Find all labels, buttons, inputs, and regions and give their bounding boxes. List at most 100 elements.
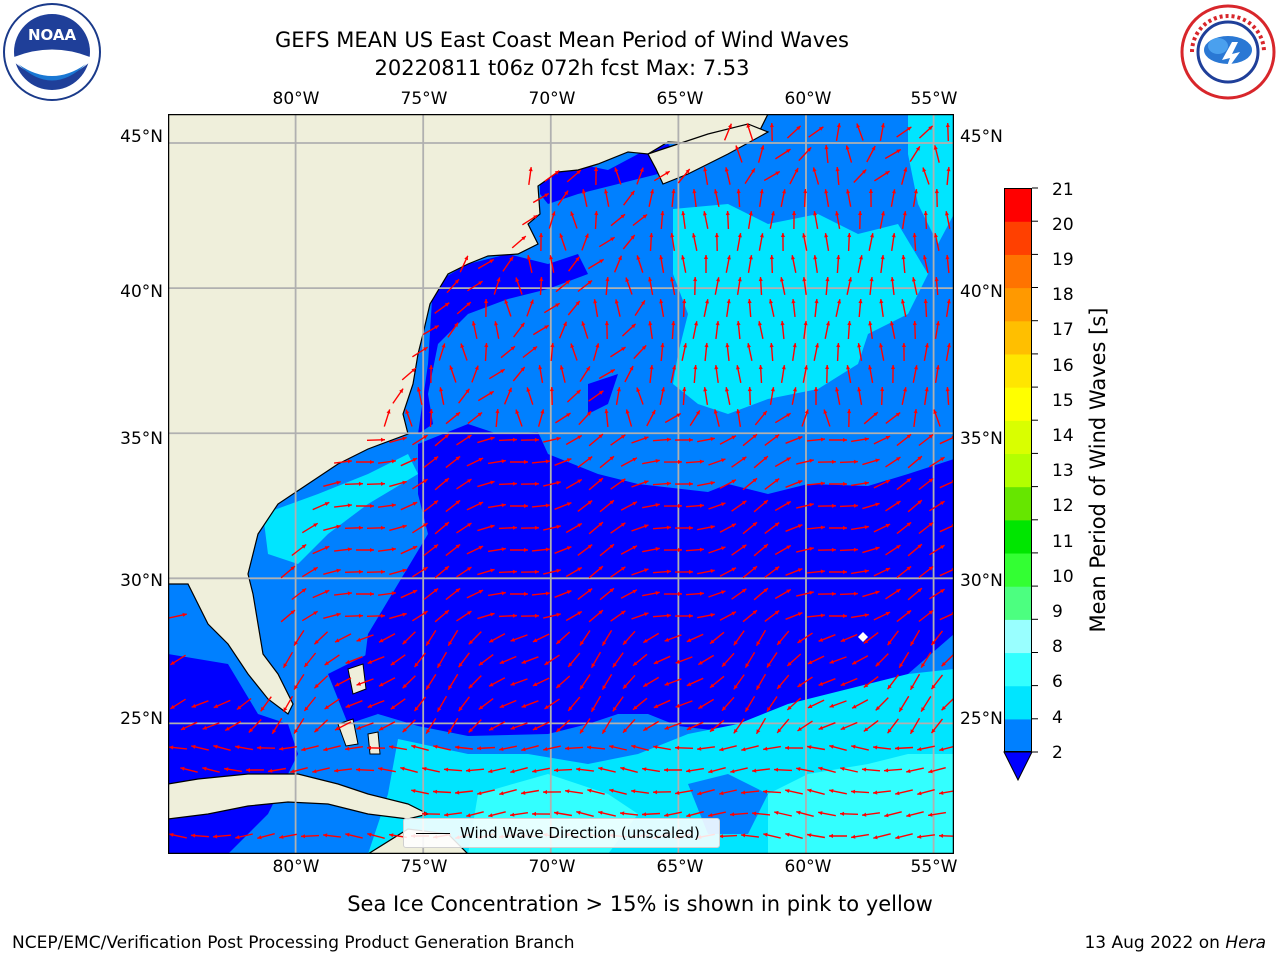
wind-arrow-head bbox=[731, 435, 736, 440]
wind-arrow-head bbox=[313, 523, 318, 528]
wind-arrow-head bbox=[906, 434, 912, 439]
wind-arrow-head bbox=[411, 368, 416, 373]
wind-arrow-head bbox=[468, 640, 473, 645]
wind-arrow-head bbox=[631, 323, 636, 329]
wind-arrow-head bbox=[869, 277, 874, 282]
wind-arrow-head bbox=[490, 524, 495, 529]
wind-arrow-head bbox=[880, 387, 885, 392]
wind-arrow-head bbox=[733, 728, 738, 734]
wind-arrow-head bbox=[423, 347, 428, 352]
wind-arrow-head bbox=[294, 685, 298, 690]
wind-arrow-head bbox=[345, 746, 350, 751]
wind-arrow-head bbox=[910, 641, 915, 646]
wind-arrow-head bbox=[301, 544, 307, 549]
wind-arrow-head bbox=[797, 727, 802, 731]
wind-arrow-head bbox=[858, 299, 863, 304]
wind-arrow-head bbox=[771, 211, 775, 216]
wind-arrow-head bbox=[581, 189, 586, 194]
wind-arrow-head bbox=[577, 523, 582, 528]
wind-arrow-head bbox=[380, 437, 385, 442]
wind-arrow-head bbox=[774, 566, 780, 571]
wind-arrow-head bbox=[939, 747, 944, 752]
wind-arrow-head bbox=[826, 321, 830, 326]
wind-arrow-head bbox=[260, 706, 265, 712]
lon-tick-bottom: 55°W bbox=[910, 857, 958, 877]
colorbar-tick: 6 bbox=[1052, 672, 1063, 692]
wind-arrow-head bbox=[566, 458, 572, 462]
wind-arrow-head bbox=[402, 728, 407, 733]
wind-arrow-head bbox=[455, 544, 461, 549]
wind-arrow-head bbox=[620, 214, 625, 219]
wind-arrow-head bbox=[268, 768, 273, 773]
wind-arrow-head bbox=[906, 478, 912, 483]
wind-arrow-head bbox=[747, 299, 752, 304]
wind-arrow-head bbox=[899, 663, 904, 668]
wind-arrow-head bbox=[478, 590, 484, 594]
wind-arrow-head bbox=[323, 747, 328, 752]
wind-arrow-head bbox=[614, 167, 619, 172]
wind-arrow-head bbox=[412, 458, 418, 462]
wind-arrow-head bbox=[566, 590, 572, 594]
wind-arrow-head bbox=[760, 145, 765, 150]
wind-arrow-head bbox=[379, 638, 384, 643]
wind-arrow-head bbox=[577, 611, 582, 616]
wind-arrow-head bbox=[648, 277, 653, 282]
wind-arrow-head bbox=[928, 434, 934, 439]
wind-arrow-head bbox=[809, 458, 814, 463]
wind-arrow-head bbox=[534, 613, 539, 618]
wind-arrow-head bbox=[895, 791, 900, 796]
wind-arrow-head bbox=[545, 547, 550, 552]
wind-arrow-head bbox=[520, 322, 525, 328]
wind-arrow-head bbox=[879, 299, 884, 304]
wind-arrow-head bbox=[550, 343, 555, 348]
wind-arrow-head bbox=[336, 612, 341, 617]
wind-arrow-head bbox=[499, 791, 504, 796]
wind-arrow-head bbox=[556, 683, 561, 688]
wind-arrow-head bbox=[792, 387, 797, 392]
wind-arrow-head bbox=[836, 255, 841, 260]
lon-tick-bottom: 65°W bbox=[656, 857, 704, 877]
wind-arrow-head bbox=[703, 255, 708, 259]
wind-arrow-head bbox=[510, 725, 515, 730]
short-period-zone bbox=[540, 144, 678, 204]
wind-arrow-head bbox=[804, 365, 808, 370]
lon-tick-top: 65°W bbox=[656, 89, 704, 109]
wind-arrow-head bbox=[426, 729, 431, 734]
wind-arrow-head bbox=[426, 641, 431, 646]
wind-arrow-head bbox=[609, 456, 614, 461]
wind-arrow-head bbox=[566, 413, 571, 417]
wind-arrow-head bbox=[433, 456, 439, 461]
wind-arrow-head bbox=[887, 684, 892, 690]
wind-arrow-head bbox=[416, 387, 421, 392]
wind-arrow-head bbox=[941, 662, 946, 667]
wind-arrow-head bbox=[859, 255, 863, 260]
wind-arrow-head bbox=[858, 211, 863, 215]
wind-arrow-head bbox=[478, 458, 484, 462]
wind-arrow-head bbox=[587, 280, 593, 285]
wind-arrow-head bbox=[621, 347, 626, 351]
wind-arrow-head bbox=[935, 365, 940, 370]
wind-arrow-head bbox=[180, 766, 185, 771]
wind-arrow-head bbox=[549, 255, 554, 260]
footer-date-text: 13 Aug 2022 on bbox=[1084, 933, 1220, 953]
wind-arrow-head bbox=[591, 707, 596, 712]
legend-line-icon bbox=[416, 832, 450, 834]
wind-arrow-head bbox=[895, 746, 900, 751]
wind-arrow-head bbox=[644, 612, 649, 617]
wind-arrow-head bbox=[664, 637, 669, 642]
wind-arrow-head bbox=[512, 613, 517, 618]
wind-arrow-head bbox=[846, 189, 851, 194]
wind-arrow-head bbox=[758, 321, 762, 326]
colorbar-segment bbox=[1004, 387, 1032, 421]
colorbar-canvas bbox=[1003, 187, 1038, 782]
wind-arrow-head bbox=[923, 255, 927, 260]
wind-arrow-head bbox=[347, 459, 352, 464]
wind-arrow-head bbox=[818, 637, 824, 642]
lat-tick-left: 25°N bbox=[120, 709, 163, 729]
wind-arrow-head bbox=[731, 479, 736, 484]
colorbar-tick: 16 bbox=[1052, 356, 1074, 376]
wind-arrow-head bbox=[644, 568, 649, 573]
wind-arrow-head bbox=[910, 729, 915, 734]
wind-arrow-head bbox=[575, 301, 580, 306]
wind-arrow-head bbox=[367, 745, 371, 750]
